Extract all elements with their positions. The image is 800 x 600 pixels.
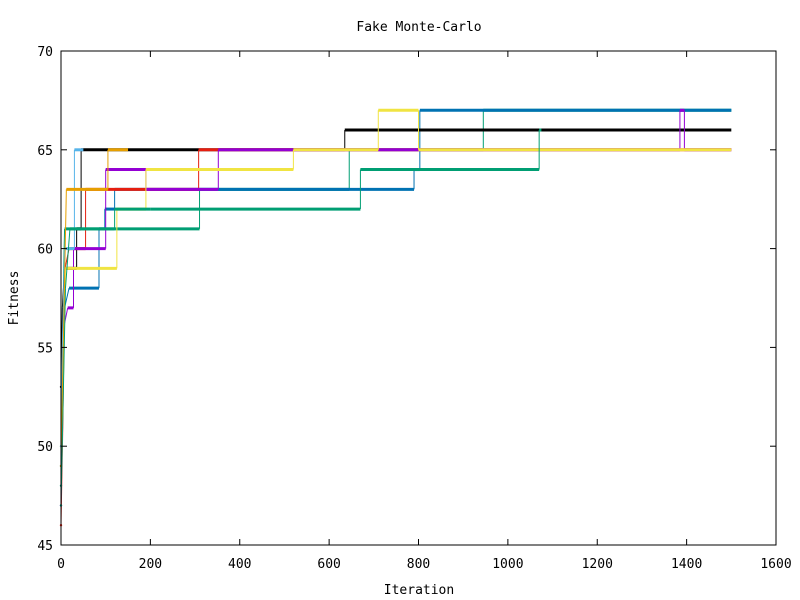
y-tick-label: 55 xyxy=(37,341,53,356)
series-4 xyxy=(59,148,732,527)
series-9 xyxy=(59,128,542,507)
x-tick-label: 1000 xyxy=(492,557,523,572)
x-tick-label: 400 xyxy=(228,557,251,572)
y-axis-label: Fitness xyxy=(7,271,22,326)
x-tick-label: 200 xyxy=(139,557,162,572)
x-tick-label: 0 xyxy=(57,557,65,572)
series-9-jump xyxy=(60,288,66,506)
series-7 xyxy=(59,148,84,448)
x-tick-label: 800 xyxy=(407,557,430,572)
y-tick-label: 65 xyxy=(37,144,53,159)
x-tick-label: 1400 xyxy=(671,557,702,572)
x-axis-label: Iteration xyxy=(384,583,454,598)
x-tick-label: 1600 xyxy=(760,557,791,572)
chart-title: Fake Monte-Carlo xyxy=(356,20,481,35)
series-6 xyxy=(59,108,732,448)
y-tick-label: 60 xyxy=(37,243,53,258)
series-1 xyxy=(59,108,732,487)
y-tick-label: 50 xyxy=(37,440,53,455)
series-2 xyxy=(59,108,732,468)
x-tick-label: 1200 xyxy=(582,557,613,572)
ticks-layer: 0 200 400 600 800 1000 1200 1400 1600 45 50 55 60 65 7… xyxy=(37,45,791,572)
series-9-jump xyxy=(64,228,71,289)
y-tick-label: 70 xyxy=(37,45,53,60)
series-7-jump xyxy=(61,248,66,348)
y-tick-label: 45 xyxy=(37,539,53,554)
x-tick-label: 600 xyxy=(317,557,340,572)
series-layer xyxy=(59,108,732,527)
series-8-jump xyxy=(62,189,67,348)
